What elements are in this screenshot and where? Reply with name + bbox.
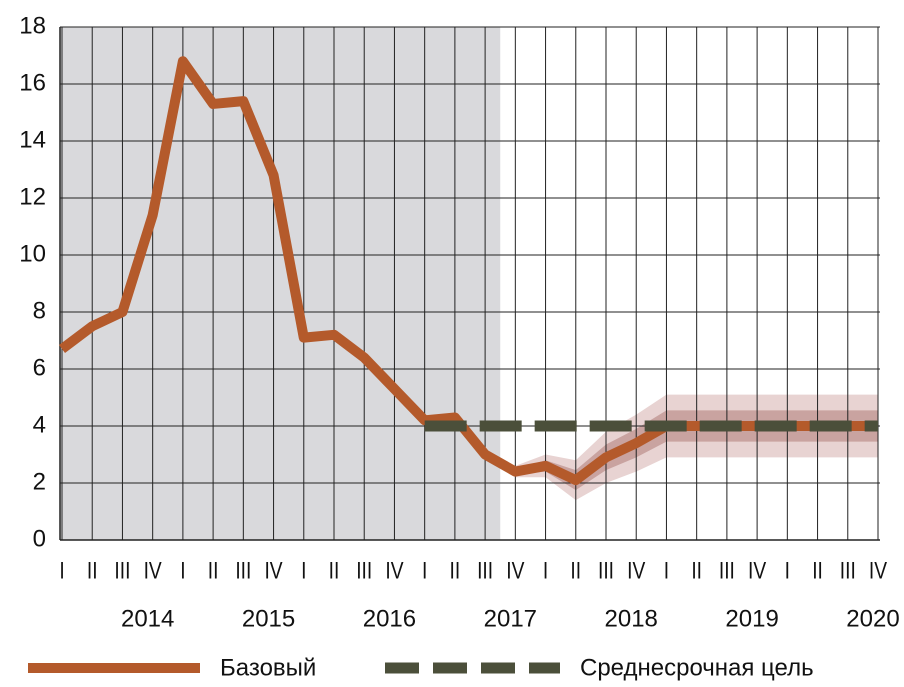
x-tick-label: I <box>180 556 185 584</box>
x-tick-label: III <box>235 556 251 584</box>
x-tick-label: I <box>301 556 306 584</box>
x-tick-label: I <box>785 556 790 584</box>
series-line <box>58 56 878 486</box>
year-label: 2018 <box>605 605 658 632</box>
year-label: 2017 <box>484 605 537 632</box>
legend-label: Базовый <box>220 654 316 681</box>
legend-label: Среднесрочная цель <box>580 654 814 681</box>
x-tick-label: IV <box>385 556 404 584</box>
y-tick-label: 4 <box>33 411 46 438</box>
x-tick-label: IV <box>627 556 646 584</box>
x-tick-label: IV <box>869 556 888 584</box>
x-tick-label: I <box>422 556 427 584</box>
y-tick-label: 0 <box>33 525 46 552</box>
x-tick-label: II <box>691 556 702 584</box>
x-tick-label: II <box>450 556 461 584</box>
x-tick-label: III <box>356 556 372 584</box>
x-tick-label: I <box>59 556 64 584</box>
x-tick-label: IV <box>748 556 767 584</box>
year-label: 2015 <box>242 605 295 632</box>
x-tick-label: II <box>329 556 340 584</box>
history-shade <box>60 27 501 540</box>
y-tick-label: 8 <box>33 297 46 324</box>
x-tick-label: II <box>812 556 823 584</box>
y-tick-label: 6 <box>33 354 46 381</box>
year-label: 2014 <box>121 605 174 632</box>
y-tick-label: 16 <box>19 69 46 96</box>
x-tick-label: II <box>208 556 219 584</box>
x-tick-label: I <box>664 556 669 584</box>
x-tick-label: III <box>114 556 130 584</box>
x-tick-label: I <box>543 556 548 584</box>
y-tick-label: 14 <box>19 126 46 153</box>
x-tick-label: III <box>598 556 614 584</box>
y-tick-label: 18 <box>19 12 46 39</box>
x-tick-label: IV <box>144 556 163 584</box>
y-tick-label: 2 <box>33 468 46 495</box>
x-tick-label: III <box>840 556 856 584</box>
year-label: 2020 <box>846 605 899 632</box>
x-tick-label: II <box>570 556 581 584</box>
x-tick-label: III <box>719 556 735 584</box>
x-tick-label: IV <box>264 556 283 584</box>
x-tick-label: IV <box>506 556 525 584</box>
year-label: 2019 <box>725 605 778 632</box>
year-label: 2016 <box>363 605 416 632</box>
x-tick-label: III <box>477 556 493 584</box>
y-tick-label: 12 <box>19 183 46 210</box>
y-tick-label: 10 <box>19 240 46 267</box>
x-tick-label: II <box>87 556 98 584</box>
